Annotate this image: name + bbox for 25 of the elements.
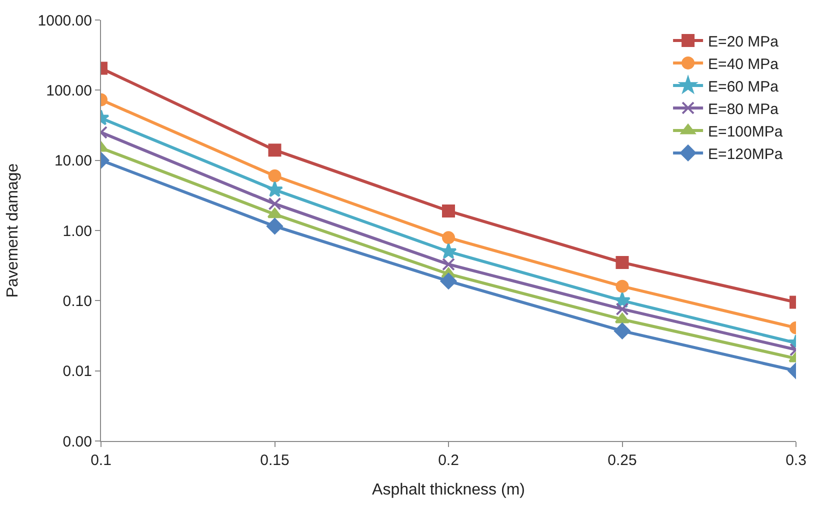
legend-label: E=40 MPa <box>708 56 780 73</box>
point <box>442 258 455 271</box>
x-tick-label: 0.2 <box>438 452 459 469</box>
x-tick-label: 0.3 <box>786 452 806 469</box>
y-tick-label: 0.01 <box>62 363 92 380</box>
x-axis-title: Asphalt thickness (m) <box>372 482 525 499</box>
y-tick-label: 10.00 <box>54 152 92 170</box>
x-tick-label: 0.25 <box>608 452 637 469</box>
point <box>442 204 455 218</box>
point <box>440 272 457 290</box>
x-tick-label: 0.15 <box>260 452 290 469</box>
legend-label: E=60 MPa <box>708 78 780 96</box>
y-tick-label: 1000.00 <box>38 12 92 30</box>
x-tick-label: 0.1 <box>90 452 112 469</box>
y-tick-label: 100.00 <box>46 82 92 100</box>
point <box>442 231 455 244</box>
legend-label: E=100MPa <box>708 123 784 140</box>
legend-label: E=20 MPa <box>708 33 780 50</box>
point <box>440 242 457 259</box>
legend-label: E=120MPa <box>708 146 784 163</box>
y-tick-label: 0.10 <box>62 292 92 310</box>
y-tick-label: 1.00 <box>62 222 92 240</box>
legend-label: E=80 MPa <box>708 100 780 118</box>
y-axis-title: Pavement damage <box>4 163 22 298</box>
y-tick-label: 0.00 <box>62 433 92 450</box>
